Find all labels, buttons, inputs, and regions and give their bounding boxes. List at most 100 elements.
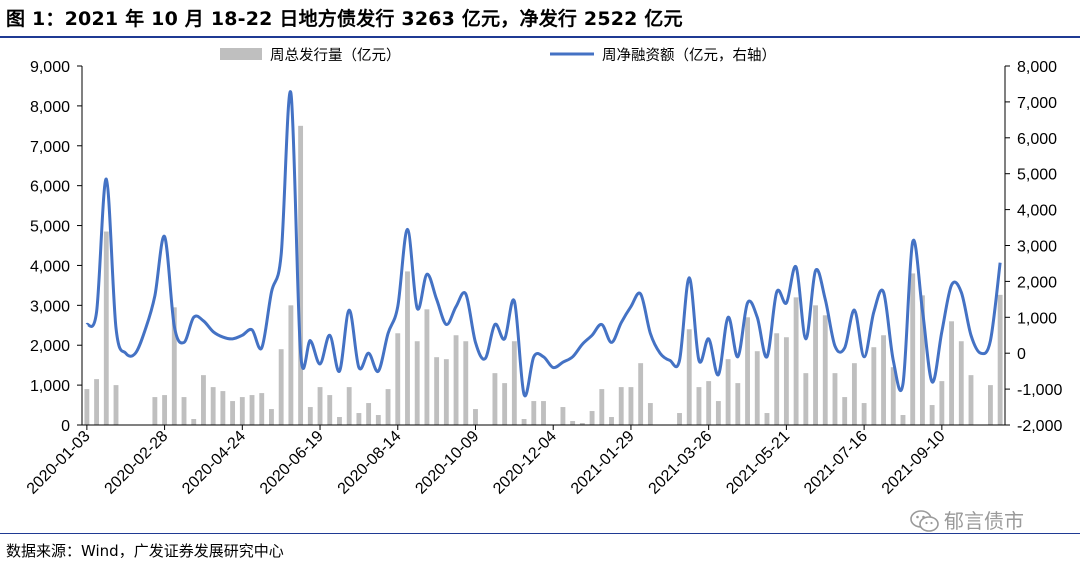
bar xyxy=(958,341,964,425)
bar xyxy=(249,395,255,425)
bar xyxy=(793,297,799,425)
y-left-tick-label: 0 xyxy=(61,418,70,435)
x-tick-label: 2021-09-10 xyxy=(879,428,949,498)
y-right-tick-label: 1,000 xyxy=(1017,310,1057,327)
y-axis-right: -2,000 -1,000 0 1,000 2,000 3,000 4,000 5,000 6,… xyxy=(1005,59,1062,435)
bar xyxy=(910,273,916,425)
bar xyxy=(414,341,420,425)
legend-label-bar: 周总发行量（亿元） xyxy=(270,47,401,64)
x-axis: 2020-01-03 2020-02-28 2020-04-24 2020-06-19… xyxy=(24,425,949,498)
bar xyxy=(220,391,226,425)
bar xyxy=(890,367,896,425)
y-right-tick-label: 3,000 xyxy=(1017,239,1057,256)
x-tick-label: 2021-07-16 xyxy=(801,428,871,498)
y-axis-left: 0 1,000 2,000 3,000 4,000 5,000 6,000 7,000 8,00… xyxy=(30,59,82,435)
bar xyxy=(492,373,498,425)
bar xyxy=(871,347,877,425)
bar xyxy=(949,321,954,425)
bar xyxy=(822,315,828,425)
x-tick-label: 2021-03-26 xyxy=(646,428,716,498)
bar xyxy=(677,413,682,425)
bar xyxy=(375,415,381,425)
x-tick-label: 2020-08-14 xyxy=(335,428,405,498)
bar xyxy=(696,387,702,425)
bar xyxy=(919,295,925,425)
bar xyxy=(783,337,789,425)
bar xyxy=(201,375,206,425)
y-right-tick-label: 2,000 xyxy=(1017,274,1057,291)
figure-title: 图 1：2021 年 10 月 18-22 日地方债发行 3263 亿元，净发行… xyxy=(6,8,683,30)
bar xyxy=(803,373,809,425)
bar xyxy=(715,401,721,425)
bar xyxy=(832,373,838,425)
y-right-tick-label: -2,000 xyxy=(1017,418,1062,435)
y-left-tick-label: 4,000 xyxy=(30,258,70,275)
y-right-tick-label: 8,000 xyxy=(1017,59,1057,76)
title-rule xyxy=(0,36,1080,38)
line-series xyxy=(85,90,1002,398)
watermark: 郁言债市 xyxy=(910,505,1024,534)
bar xyxy=(628,387,634,425)
y-right-tick-label: 5,000 xyxy=(1017,167,1057,184)
bar xyxy=(842,397,848,425)
watermark-text: 郁言债市 xyxy=(944,509,1024,533)
bar xyxy=(929,405,935,425)
bar xyxy=(997,294,1003,425)
bar xyxy=(987,385,993,425)
x-tick-label: 2020-01-03 xyxy=(24,428,94,498)
bar xyxy=(307,407,313,425)
y-right-tick-label: 7,000 xyxy=(1017,95,1057,112)
bar-series xyxy=(84,125,1003,425)
x-tick-label: 2021-05-21 xyxy=(723,428,793,498)
bar xyxy=(599,389,605,425)
chart-axes xyxy=(81,66,1006,426)
x-tick-label: 2020-12-04 xyxy=(490,428,560,498)
y-left-tick-label: 6,000 xyxy=(30,179,70,196)
bar xyxy=(735,383,741,425)
bar xyxy=(317,387,323,425)
combo-chart: 周总发行量（亿元） 周净融资额（亿元，右轴） 0 1,000 2,000 3,000 4,… xyxy=(24,47,1063,498)
bar xyxy=(618,387,624,425)
bar xyxy=(511,341,517,425)
bar xyxy=(278,349,284,425)
bar xyxy=(259,393,265,425)
bar xyxy=(366,403,372,425)
bar xyxy=(647,403,653,425)
bar xyxy=(424,309,430,425)
y-right-tick-label: 6,000 xyxy=(1017,131,1057,148)
bar xyxy=(269,409,274,425)
legend-label-line: 周净融资额（亿元，右轴） xyxy=(602,47,776,64)
bar xyxy=(288,305,294,425)
y-left-tick-label: 5,000 xyxy=(30,219,70,236)
bar xyxy=(706,381,712,425)
bar xyxy=(754,351,760,425)
bar xyxy=(638,363,644,425)
wechat-icon xyxy=(910,510,939,532)
bar xyxy=(900,415,906,425)
bar xyxy=(774,333,780,425)
bar xyxy=(103,231,109,425)
bar xyxy=(405,271,410,425)
y-left-tick-label: 8,000 xyxy=(30,99,70,116)
bar xyxy=(443,359,449,425)
bar xyxy=(94,379,100,425)
bar xyxy=(113,385,119,425)
bar xyxy=(463,341,469,425)
bar xyxy=(609,417,614,425)
bar xyxy=(861,403,867,425)
x-tick-label: 2020-04-24 xyxy=(179,428,249,498)
source-note: 数据来源：Wind，广发证券发展研究中心 xyxy=(6,542,284,560)
bar xyxy=(230,401,236,425)
bar xyxy=(298,125,304,425)
bar xyxy=(939,381,945,425)
bar xyxy=(239,397,245,425)
bar xyxy=(686,329,692,425)
bar xyxy=(881,335,886,425)
bar xyxy=(968,375,974,425)
x-tick-label: 2020-06-19 xyxy=(257,428,327,498)
x-tick-label: 2021-01-29 xyxy=(568,428,638,498)
bottom-rule xyxy=(0,533,1080,534)
bar xyxy=(191,419,197,425)
y-left-tick-label: 7,000 xyxy=(30,139,70,156)
bar xyxy=(337,417,342,425)
